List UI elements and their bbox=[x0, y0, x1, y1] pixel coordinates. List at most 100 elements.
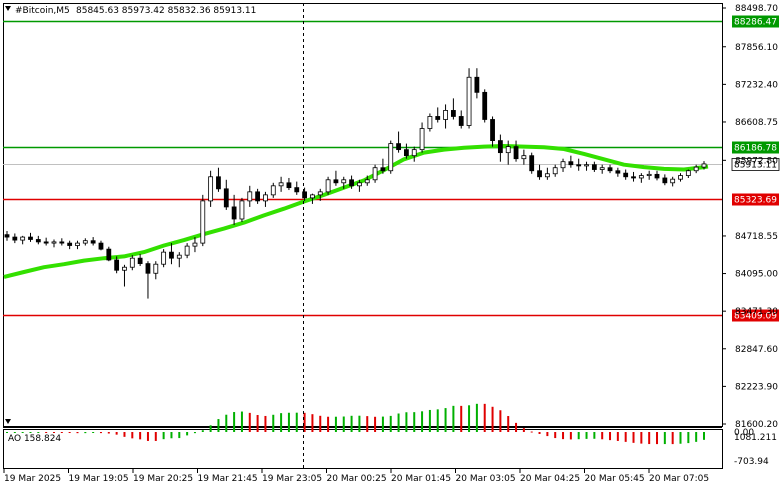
candle bbox=[576, 158, 582, 171]
ao-bar bbox=[483, 403, 486, 432]
candle bbox=[497, 134, 503, 162]
ao-bar bbox=[687, 432, 690, 444]
candle bbox=[302, 187, 307, 201]
candle bbox=[35, 235, 41, 245]
ao-bar bbox=[139, 432, 142, 440]
candle bbox=[231, 194, 237, 226]
ao-bar bbox=[538, 432, 541, 434]
candle bbox=[701, 161, 707, 170]
time-tick-label: 19 Mar 20:25 bbox=[133, 474, 193, 484]
ao-bar bbox=[609, 432, 612, 441]
candle bbox=[169, 243, 174, 265]
price-tick-label: 88498.70 bbox=[735, 4, 778, 14]
ao-bar bbox=[68, 432, 71, 433]
scroll-marker-icon bbox=[5, 419, 11, 424]
ao-bar bbox=[648, 432, 651, 445]
candle bbox=[247, 185, 253, 207]
moving-average-line bbox=[3, 144, 709, 279]
candle bbox=[184, 243, 190, 259]
price-panel[interactable] bbox=[3, 3, 723, 427]
ao-bar bbox=[264, 415, 267, 432]
candle bbox=[450, 98, 456, 120]
ao-bar bbox=[178, 432, 181, 439]
ao-panel[interactable] bbox=[3, 429, 723, 469]
level-tag-label: 83409.09 bbox=[734, 312, 777, 322]
ao-bar bbox=[123, 432, 126, 437]
time-tick-label: 20 Mar 03:05 bbox=[456, 474, 516, 484]
candle bbox=[654, 170, 660, 181]
candle bbox=[137, 253, 143, 267]
candle bbox=[59, 238, 65, 246]
ao-bar bbox=[99, 432, 102, 434]
ao-bar bbox=[240, 411, 243, 432]
level-tag-label: 86186.78 bbox=[734, 144, 777, 154]
candle bbox=[223, 179, 229, 210]
price-tick-label: 81600.20 bbox=[735, 420, 778, 430]
ao-bar bbox=[29, 432, 32, 433]
ao-bar bbox=[546, 432, 549, 437]
ao-bar bbox=[295, 412, 298, 432]
ao-bar bbox=[311, 414, 314, 432]
candle bbox=[153, 261, 159, 280]
ao-bar bbox=[616, 432, 619, 441]
candle bbox=[615, 167, 621, 177]
ao-bar bbox=[436, 409, 439, 432]
candle bbox=[325, 176, 331, 195]
time-tick-label: 20 Mar 01:45 bbox=[391, 474, 451, 484]
candle bbox=[216, 167, 221, 192]
time-tick-label: 19 Mar 19:05 bbox=[69, 474, 129, 484]
ao-bar bbox=[272, 414, 275, 432]
candle bbox=[239, 197, 245, 222]
candle bbox=[599, 164, 605, 174]
candle bbox=[584, 161, 589, 171]
candle bbox=[43, 237, 49, 246]
candle bbox=[200, 194, 206, 247]
candle bbox=[90, 237, 96, 246]
current-price-tag bbox=[731, 158, 780, 171]
ao-bar bbox=[84, 432, 87, 434]
price-tick-label: 86608.75 bbox=[735, 118, 778, 128]
ao-bar bbox=[475, 403, 478, 432]
ao-tick-label: 0.00 bbox=[734, 428, 754, 438]
price-tick-label: 82847.60 bbox=[735, 345, 778, 355]
level-tag-resistance-high bbox=[732, 15, 779, 28]
ao-bar bbox=[663, 432, 666, 445]
candle bbox=[129, 255, 135, 271]
price-tick-label: 82223.90 bbox=[735, 382, 778, 392]
time-tick-label: 19 Mar 21:45 bbox=[198, 474, 258, 484]
ao-bar bbox=[303, 412, 306, 432]
ao-bar bbox=[468, 405, 471, 432]
candle bbox=[685, 169, 691, 178]
candle bbox=[278, 176, 284, 192]
ao-bar bbox=[695, 432, 698, 442]
ao-bar bbox=[162, 432, 165, 440]
level-tag-resistance bbox=[732, 141, 779, 154]
candle bbox=[638, 173, 644, 183]
candle bbox=[552, 164, 558, 177]
ao-bar bbox=[319, 415, 322, 432]
candle bbox=[75, 240, 80, 250]
ao-bar bbox=[256, 415, 259, 432]
price-tick-label: 87232.40 bbox=[735, 80, 778, 90]
price-tick-label: 83471.30 bbox=[735, 307, 778, 317]
ao-bar bbox=[92, 432, 95, 433]
chart-menu-icon[interactable] bbox=[5, 6, 11, 11]
ao-bar bbox=[413, 412, 416, 432]
ao-bar bbox=[569, 432, 572, 440]
candle bbox=[357, 179, 362, 192]
candle bbox=[372, 164, 378, 183]
ao-bar bbox=[287, 412, 290, 432]
ao-bar bbox=[350, 415, 353, 432]
level-tag-support bbox=[732, 193, 779, 206]
ao-bar bbox=[601, 432, 604, 440]
ao-bar bbox=[327, 416, 330, 432]
candle bbox=[458, 110, 464, 129]
ao-bar bbox=[358, 415, 361, 432]
ao-bar bbox=[45, 432, 48, 433]
candle bbox=[521, 149, 527, 165]
ao-bar bbox=[209, 425, 212, 432]
candle bbox=[388, 140, 394, 174]
candle bbox=[404, 143, 409, 159]
ao-bar bbox=[389, 415, 392, 432]
